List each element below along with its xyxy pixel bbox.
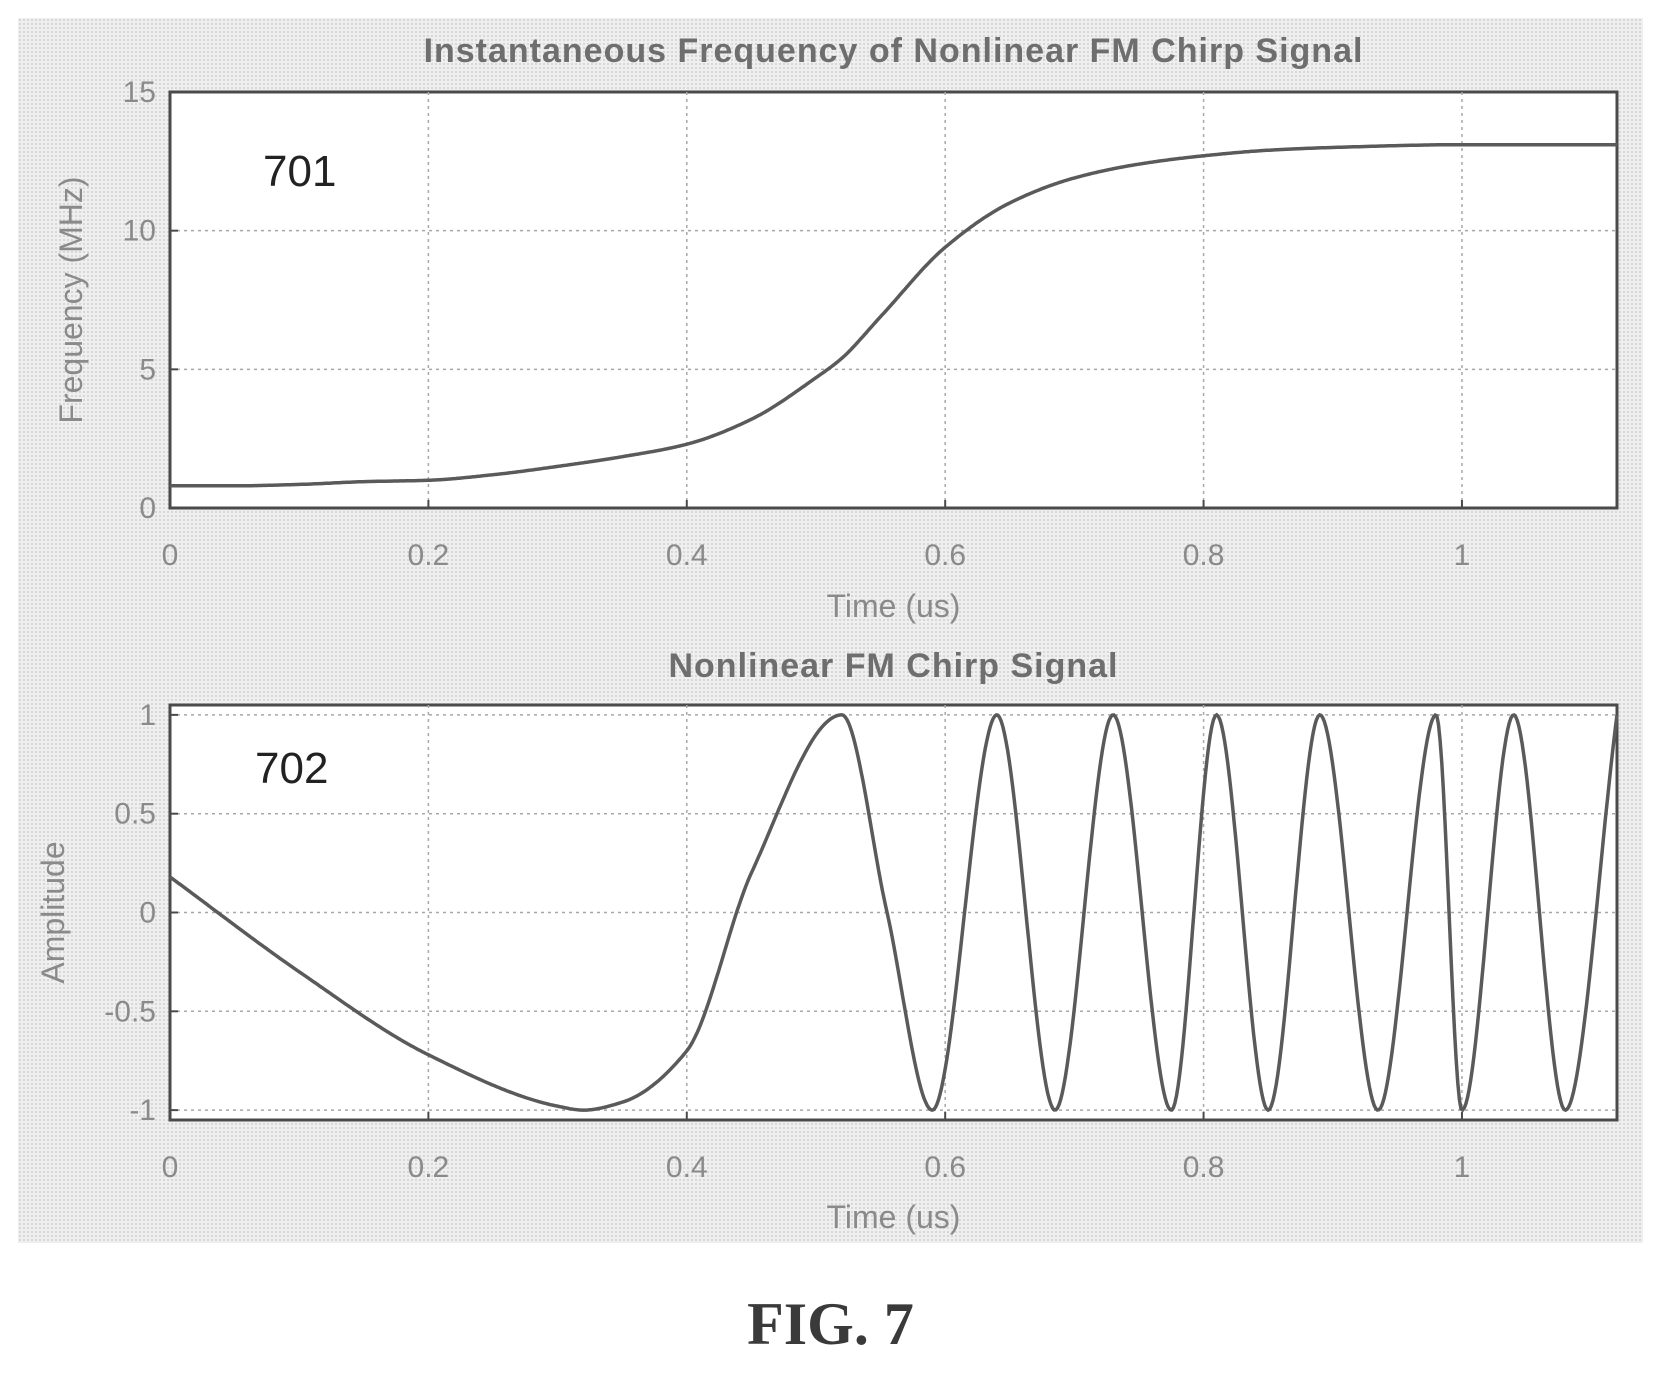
y-axis-label-2: Amplitude: [35, 841, 71, 983]
series-line-1: [170, 142, 1617, 488]
x-tick-label-2-5: 1: [1454, 1151, 1471, 1184]
y-tick-label-1-3: 15: [123, 76, 156, 109]
y-tick-label-2-0: -1: [129, 1094, 156, 1127]
x-axis-label-2: Time (us): [827, 1199, 961, 1235]
x-tick-label-2-0: 0: [162, 1151, 179, 1184]
x-tick-label-1-5: 1: [1454, 539, 1471, 572]
x-tick-label-2-3: 0.6: [924, 1151, 966, 1184]
y-tick-label-1-0: 0: [139, 492, 156, 525]
x-tick-label-1-4: 0.8: [1183, 539, 1225, 572]
x-axis-label-1: Time (us): [827, 588, 961, 624]
annotation-label-2: 702: [255, 744, 328, 793]
y-tick-label-2-1: -0.5: [104, 995, 156, 1028]
y-tick-label-1-1: 5: [139, 353, 156, 386]
chart-title-2: Nonlinear FM Chirp Signal: [668, 647, 1118, 685]
chart-title-1: Instantaneous Frequency of Nonlinear FM …: [424, 32, 1364, 70]
x-tick-label-1-3: 0.6: [924, 539, 966, 572]
y-tick-label-1-2: 10: [123, 215, 156, 248]
x-tick-label-2-1: 0.2: [408, 1151, 450, 1184]
y-tick-label-2-4: 1: [139, 699, 156, 732]
figure-caption: FIG. 7: [747, 1291, 914, 1357]
x-tick-label-1-1: 0.2: [408, 539, 450, 572]
annotation-label-1: 701: [263, 147, 336, 196]
x-tick-label-2-2: 0.4: [666, 1151, 708, 1184]
x-tick-label-1-2: 0.4: [666, 539, 708, 572]
y-tick-label-2-2: 0: [139, 897, 156, 930]
series-line-2: [168, 712, 1619, 1113]
x-tick-label-2-4: 0.8: [1183, 1151, 1225, 1184]
y-tick-label-2-3: 0.5: [114, 798, 156, 831]
y-axis-label-1: Frequency (MHz): [53, 176, 89, 423]
x-tick-label-1-0: 0: [162, 539, 179, 572]
